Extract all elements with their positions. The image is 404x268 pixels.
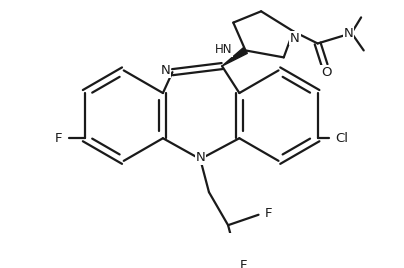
Text: N: N	[290, 32, 300, 45]
Text: F: F	[265, 207, 273, 219]
Text: HN: HN	[215, 43, 232, 56]
Text: N: N	[161, 64, 170, 77]
Polygon shape	[222, 47, 247, 66]
Text: Cl: Cl	[335, 132, 349, 145]
Text: F: F	[240, 259, 248, 268]
Text: N: N	[344, 27, 354, 40]
Text: N: N	[196, 151, 205, 164]
Text: O: O	[321, 66, 332, 79]
Text: F: F	[55, 132, 62, 145]
